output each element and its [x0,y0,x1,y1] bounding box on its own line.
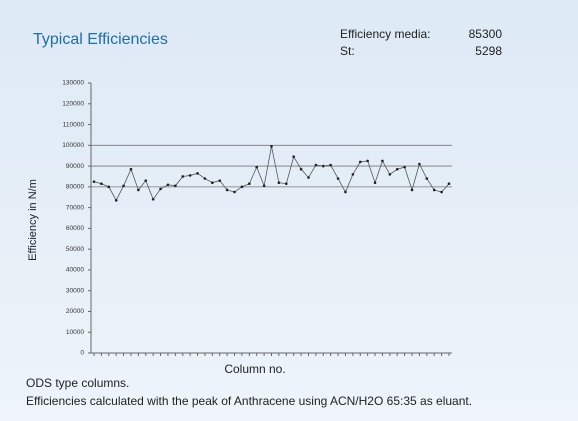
data-point [196,172,199,175]
data-point [225,188,229,192]
data-point [403,165,406,169]
data-point [174,184,177,188]
y-tick-label: 100000 [62,142,84,149]
data-point [137,188,140,192]
data-point [440,190,443,194]
chart-title: Typical Efficiencies [33,31,168,48]
data-point [92,180,96,183]
y-tick-label: 70000 [66,204,84,211]
data-point [248,182,251,186]
data-point [100,182,103,186]
y-tick-label: 110000 [63,121,85,128]
y-tick-label: 60000 [66,225,84,232]
data-point [203,177,207,180]
data-point [418,162,421,166]
data-point [329,163,332,167]
data-point [351,173,355,176]
data-point [395,167,399,171]
data-point [166,183,170,187]
data-point [336,177,340,180]
note: Efficiencies calculated with the peak of… [26,394,472,408]
data-point [188,174,192,177]
data-point [181,175,185,178]
data-point [344,190,347,194]
data-point [447,182,451,186]
data-point [284,182,288,186]
data-point [292,155,295,159]
data-point [240,185,244,189]
data-point [211,181,214,184]
data-point [151,198,155,201]
stat-label: Efficiency media: [340,27,431,41]
data-point [381,159,384,163]
data-point [277,181,281,184]
data-point [122,184,125,188]
data-point [255,165,259,169]
data-point [262,184,266,188]
data-point [321,164,325,168]
data-point [314,163,318,167]
data-point [299,167,303,171]
data-point [218,179,222,182]
y-axis-label: Efficiency in N/m [27,179,39,261]
y-tick-label: 20000 [66,308,84,315]
y-tick-label: 50000 [66,246,84,253]
data-point [410,188,414,192]
data-point [144,179,148,182]
y-tick-label: 40000 [66,267,84,274]
data-point [388,173,392,176]
x-axis-label: Column no. [224,362,285,376]
data-point [129,167,133,171]
data-point [114,199,118,202]
data-point [107,185,111,189]
data-point [159,187,162,191]
y-tick-label: 90000 [66,163,84,170]
data-point [373,181,377,184]
y-tick-label: 0 [80,350,84,357]
stat-value: 85300 [469,27,503,41]
y-tick-label: 130000 [62,80,84,87]
data-point [366,159,369,163]
y-tick-label: 120000 [62,100,84,107]
data-point [432,188,436,192]
data-point [233,190,236,194]
data-point [270,145,273,148]
stat-label: St: [340,44,355,58]
y-tick-label: 30000 [66,287,84,294]
y-tick-label: 10000 [66,329,84,336]
data-point [358,160,362,164]
y-tick-label: 80000 [66,184,84,191]
data-point [307,176,310,179]
stat-value: 5298 [475,44,502,58]
note: ODS type columns. [26,376,129,390]
data-point [425,177,429,180]
